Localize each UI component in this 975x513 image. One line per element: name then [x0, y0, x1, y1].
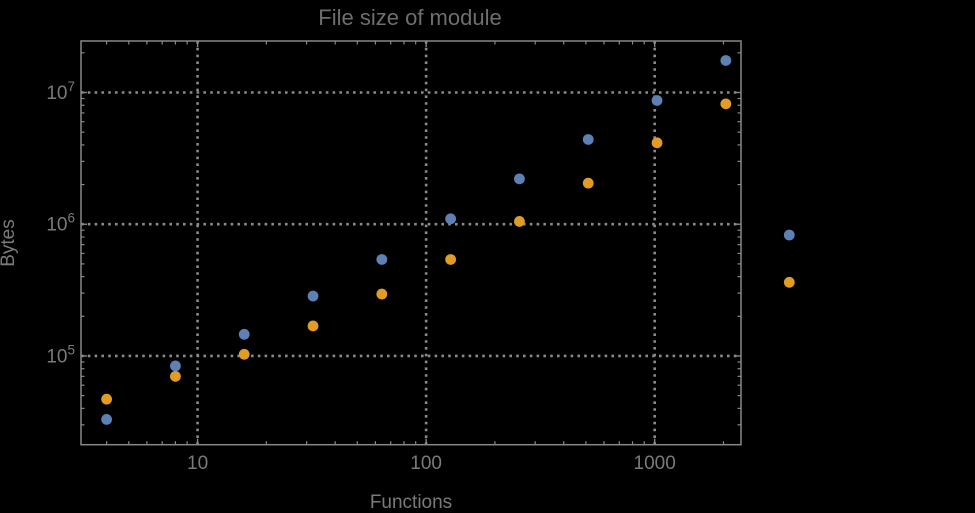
data-point-blue-series	[720, 55, 732, 66]
data-point-orange-series	[170, 370, 181, 382]
legend-marker-blue-series	[783, 229, 795, 241]
y-tick-label-base: 10	[46, 215, 67, 236]
data-point-orange-series	[101, 393, 113, 405]
y-tick-label: 106	[46, 211, 75, 236]
y-tick-label-exponent: 6	[67, 211, 75, 226]
y-tick-label: 107	[46, 79, 75, 104]
data-point-orange-series	[307, 320, 319, 332]
data-point-orange-series	[720, 98, 732, 110]
plot-frame	[80, 40, 742, 446]
x-axis-label: Functions	[370, 492, 452, 513]
y-tick-label-exponent: 7	[67, 79, 75, 94]
data-point-blue-series	[582, 134, 594, 145]
legend-marker-orange-series	[783, 276, 795, 288]
data-point-orange-series	[651, 137, 663, 149]
data-point-blue-series	[170, 360, 181, 372]
y-axis-label: Bytes	[0, 219, 19, 267]
data-point-orange-series	[582, 177, 594, 189]
y-tick-label-base: 10	[46, 346, 67, 367]
data-point-orange-series	[514, 216, 525, 227]
data-point-blue-series	[445, 213, 457, 225]
chart-title: File size of module	[318, 5, 501, 30]
data-point-orange-series	[238, 348, 250, 360]
data-point-blue-series	[238, 328, 250, 340]
data-point-blue-series	[307, 290, 319, 302]
y-tick-label: 105	[46, 342, 75, 367]
data-point-blue-series	[376, 254, 388, 265]
data-point-orange-series	[376, 288, 388, 300]
x-tick-label: 10	[187, 453, 208, 474]
data-point-blue-series	[651, 95, 663, 106]
data-point-blue-series	[101, 413, 113, 425]
y-tick-label-base: 10	[46, 83, 67, 104]
data-point-orange-series	[445, 254, 457, 265]
y-tick-label-exponent: 5	[67, 342, 75, 357]
x-tick-label: 100	[410, 453, 442, 474]
data-point-blue-series	[514, 173, 525, 185]
x-tick-label: 1000	[634, 453, 676, 474]
